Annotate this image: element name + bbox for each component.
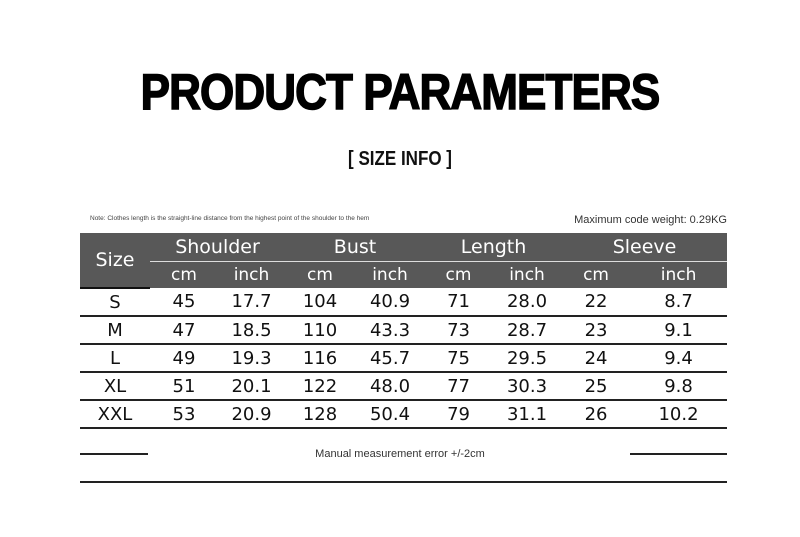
bust-header: Bust <box>285 233 426 262</box>
sleeve-header: Sleeve <box>562 233 728 262</box>
table-row: L 49 19.3 116 45.7 75 29.5 24 9.4 <box>80 344 728 373</box>
value-cell: 79 <box>425 400 493 429</box>
value-cell: 28.7 <box>492 316 563 345</box>
value-cell: 31.1 <box>492 400 563 429</box>
value-cell: 25 <box>562 372 631 401</box>
value-cell: 48.0 <box>355 372 426 401</box>
shoulder-header: Shoulder <box>150 233 286 262</box>
size-cell: XL <box>80 372 150 401</box>
value-cell: 50.4 <box>355 400 426 429</box>
value-cell: 26 <box>562 400 631 429</box>
measurement-note: Manual measurement error +/-2cm <box>315 448 485 460</box>
value-cell: 10.2 <box>630 400 728 429</box>
size-cell: S <box>80 288 150 317</box>
value-cell: 24 <box>562 344 631 373</box>
unit-header: cm <box>562 261 631 288</box>
value-cell: 17.7 <box>218 288 286 317</box>
value-cell: 20.1 <box>218 372 286 401</box>
value-cell: 53 <box>150 400 218 429</box>
value-cell: 73 <box>425 316 493 345</box>
table-row: S 45 17.7 104 40.9 71 28.0 22 8.7 <box>80 288 728 317</box>
value-cell: 77 <box>425 372 493 401</box>
value-cell: 45.7 <box>355 344 426 373</box>
value-cell: 122 <box>285 372 356 401</box>
value-cell: 22 <box>562 288 631 317</box>
value-cell: 28.0 <box>492 288 563 317</box>
value-cell: 116 <box>285 344 356 373</box>
value-cell: 18.5 <box>218 316 286 345</box>
size-cell: L <box>80 344 150 373</box>
value-cell: 51 <box>150 372 218 401</box>
divider-left <box>80 453 148 455</box>
weight-info: Maximum code weight: 0.29KG <box>574 214 727 226</box>
unit-header: cm <box>150 261 218 288</box>
size-table: Size Shoulder Bust Length Sleeve cm inch c… <box>80 233 728 429</box>
value-cell: 9.8 <box>630 372 728 401</box>
value-cell: 20.9 <box>218 400 286 429</box>
value-cell: 9.1 <box>630 316 728 345</box>
unit-header: cm <box>425 261 493 288</box>
value-cell: 19.3 <box>218 344 286 373</box>
value-cell: 45 <box>150 288 218 317</box>
value-cell: 23 <box>562 316 631 345</box>
unit-header: inch <box>355 261 426 288</box>
value-cell: 40.9 <box>355 288 426 317</box>
value-cell: 104 <box>285 288 356 317</box>
value-cell: 30.3 <box>492 372 563 401</box>
value-cell: 8.7 <box>630 288 728 317</box>
value-cell: 9.4 <box>630 344 728 373</box>
value-cell: 75 <box>425 344 493 373</box>
value-cell: 29.5 <box>492 344 563 373</box>
unit-header: inch <box>218 261 286 288</box>
value-cell: 43.3 <box>355 316 426 345</box>
page-title: PRODUCT PARAMETERS <box>140 63 661 121</box>
unit-header: cm <box>285 261 356 288</box>
divider-bottom <box>80 481 727 483</box>
length-header: Length <box>425 233 563 262</box>
divider-right <box>630 453 727 455</box>
unit-header: inch <box>492 261 563 288</box>
value-cell: 71 <box>425 288 493 317</box>
value-cell: 49 <box>150 344 218 373</box>
table-row: XXL 53 20.9 128 50.4 79 31.1 26 10.2 <box>80 400 728 429</box>
page-subtitle: [ SIZE INFO ] <box>348 148 452 170</box>
length-note: Note: Clothes length is the straight-lin… <box>90 215 370 222</box>
table-row: M 47 18.5 110 43.3 73 28.7 23 9.1 <box>80 316 728 345</box>
value-cell: 110 <box>285 316 356 345</box>
size-header: Size <box>80 233 150 289</box>
size-cell: M <box>80 316 150 345</box>
value-cell: 128 <box>285 400 356 429</box>
table-row: XL 51 20.1 122 48.0 77 30.3 25 9.8 <box>80 372 728 401</box>
value-cell: 47 <box>150 316 218 345</box>
size-cell: XXL <box>80 400 150 429</box>
unit-header: inch <box>630 261 728 288</box>
